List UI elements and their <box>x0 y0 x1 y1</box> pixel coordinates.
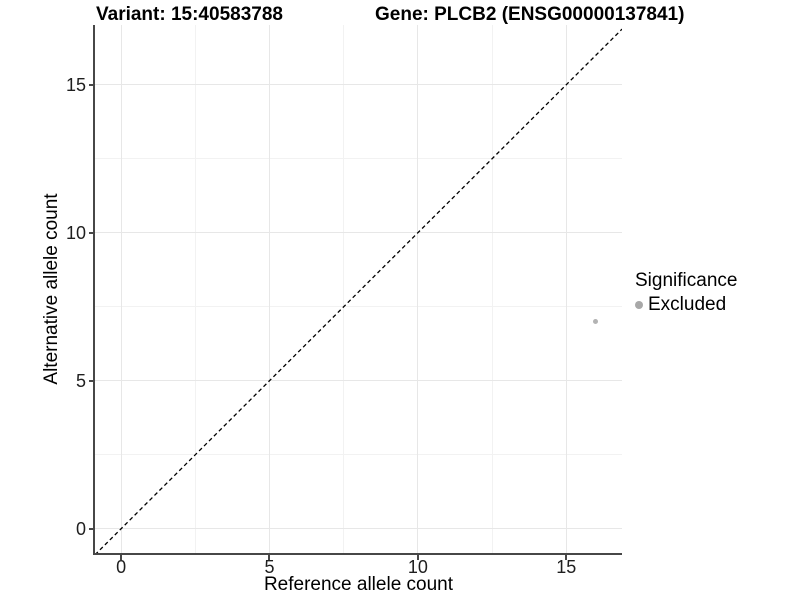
y-tick-label: 15 <box>65 74 86 95</box>
gridline-x-major <box>417 25 419 553</box>
identity-line <box>95 28 622 553</box>
legend-point-swatch <box>635 300 643 309</box>
gridline-x-major <box>565 25 567 553</box>
y-tick-label: 10 <box>65 222 86 243</box>
x-tick-label: 5 <box>264 557 275 577</box>
x-axis-tick <box>268 555 271 560</box>
legend-title: Significance <box>635 270 738 291</box>
y-axis-line <box>93 25 95 555</box>
gridline-x-minor <box>491 25 493 553</box>
x-axis-tick <box>120 555 123 560</box>
gridline-y-major <box>95 232 622 234</box>
gridline-y-minor <box>95 158 622 160</box>
x-axis-tick <box>416 555 419 560</box>
plot-panel <box>95 25 622 553</box>
legend-entry-excluded: Excluded <box>635 293 737 316</box>
y-axis-tick <box>89 379 94 382</box>
gridline-x-major <box>120 25 122 553</box>
x-tick-label: 15 <box>556 557 577 577</box>
x-axis-tick <box>565 555 568 560</box>
y-axis-tick <box>89 231 94 234</box>
x-axis-line <box>93 553 622 555</box>
gridline-y-major <box>95 380 622 382</box>
gridline-y-major <box>95 528 622 530</box>
x-tick-label: 10 <box>407 557 428 577</box>
y-tick-label: 5 <box>75 370 86 391</box>
x-tick-label: 0 <box>116 557 127 577</box>
data-point <box>593 319 599 325</box>
variant-title: Variant: 15:40583788 <box>96 4 283 25</box>
x-axis-title: Reference allele count <box>263 574 454 595</box>
gridline-x-major <box>268 25 270 553</box>
y-tick-label: 0 <box>75 518 86 539</box>
legend: Significance Excluded <box>635 269 737 316</box>
y-axis-tick <box>89 83 94 86</box>
y-axis-tick <box>89 527 94 530</box>
legend-entry-label: Excluded <box>648 294 727 315</box>
gene-title: Gene: PLCB2 (ENSG00000137841) <box>375 4 685 25</box>
gridline-y-major <box>95 84 622 86</box>
gridline-y-minor <box>95 454 622 456</box>
gridline-x-minor <box>343 25 345 553</box>
gridline-y-minor <box>95 306 622 308</box>
gridline-x-minor <box>194 25 196 553</box>
